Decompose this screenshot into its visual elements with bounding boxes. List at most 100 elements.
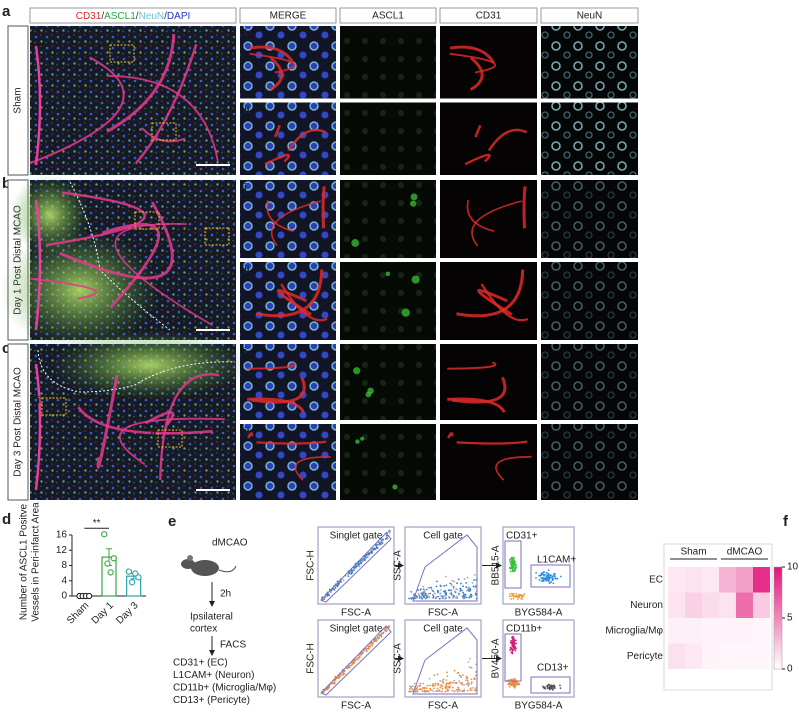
inset-label: i <box>37 396 40 407</box>
event-dot <box>427 595 430 598</box>
event-dot <box>339 675 342 678</box>
event-dot <box>459 675 462 678</box>
event-dot <box>436 673 439 676</box>
event-dot <box>465 679 467 682</box>
micrograph-texture <box>541 26 638 99</box>
event-dot <box>425 588 428 591</box>
event-dot <box>449 582 452 585</box>
event-dot <box>349 570 352 573</box>
event-dot <box>410 598 413 600</box>
event-dot <box>422 590 425 593</box>
event-dot <box>550 687 552 690</box>
vessel <box>321 186 326 229</box>
event-dot <box>457 578 460 581</box>
event-dot <box>437 591 439 594</box>
vessel <box>449 45 496 64</box>
vessel <box>141 127 186 143</box>
heat-cell <box>668 567 685 593</box>
event-dot <box>474 689 477 692</box>
event-dot <box>446 675 449 678</box>
event-dot <box>463 578 466 580</box>
x-axis-label: FSC-A <box>428 701 458 712</box>
event-dot <box>412 685 414 687</box>
event-dot <box>456 672 459 674</box>
event-dot <box>559 684 561 687</box>
event-dot <box>541 577 544 580</box>
event-dot <box>509 593 511 596</box>
event-dot <box>512 648 515 651</box>
event-dot <box>434 597 437 600</box>
event-dot <box>547 580 550 583</box>
event-dot <box>371 644 374 647</box>
event-dot <box>449 681 452 684</box>
event-dot <box>517 683 519 686</box>
header-box <box>239 7 337 24</box>
event-dot <box>446 671 448 674</box>
event-dot <box>439 686 442 689</box>
heat-cell <box>736 643 753 669</box>
event-dot <box>380 632 383 635</box>
event-dot <box>540 579 543 582</box>
event-dot <box>550 684 553 687</box>
event-dot <box>469 657 471 660</box>
micrograph-texture <box>541 424 638 500</box>
event-dot <box>470 689 473 691</box>
event-dot <box>511 641 514 644</box>
header-box <box>339 7 437 24</box>
data-point <box>125 568 133 575</box>
inset-label: i <box>244 29 247 40</box>
event-dot <box>451 579 454 582</box>
vessel <box>522 186 527 229</box>
event-dot <box>444 592 447 595</box>
event-dot <box>509 570 512 573</box>
header-part: ASCL1 <box>104 11 136 22</box>
event-dot <box>439 584 442 587</box>
event-dot <box>367 556 369 558</box>
heat-cell <box>702 567 719 593</box>
event-dot <box>456 595 458 598</box>
event-dot <box>428 586 430 589</box>
heat-cell <box>685 592 702 618</box>
column-label: NeuN <box>577 11 603 22</box>
mouse-tail <box>218 565 237 573</box>
gate <box>320 625 392 696</box>
event-dot <box>475 671 477 673</box>
heat-cell <box>685 643 702 669</box>
event-dot <box>474 592 477 595</box>
vessel <box>264 153 291 166</box>
event-dot <box>535 577 537 579</box>
event-dot <box>553 573 556 576</box>
event-dot <box>387 625 390 628</box>
event-dot <box>551 579 554 582</box>
vessel <box>464 153 491 166</box>
event-dot <box>453 690 456 693</box>
panel-letter: e <box>168 513 176 530</box>
vessel <box>449 52 497 74</box>
event-dot <box>518 594 520 597</box>
event-dot <box>409 685 412 688</box>
ascl1-signal <box>392 484 398 490</box>
event-dot <box>369 643 372 646</box>
event-dot <box>510 639 512 642</box>
event-dot <box>432 594 434 597</box>
event-dot <box>350 573 352 575</box>
event-dot <box>512 637 515 640</box>
event-dot <box>523 593 526 595</box>
event-dot <box>548 582 551 585</box>
panel-letter: b <box>2 175 11 192</box>
event-dot <box>430 588 433 591</box>
event-dot <box>378 543 380 546</box>
event-dot <box>329 591 332 593</box>
event-dot <box>514 678 516 681</box>
tissue-texture <box>30 26 236 175</box>
event-dot <box>451 689 454 692</box>
event-dot <box>514 649 517 652</box>
event-dot <box>338 581 341 584</box>
micrograph-texture <box>541 102 638 175</box>
event-dot <box>423 589 426 592</box>
event-dot <box>450 591 453 594</box>
vessel <box>45 191 146 247</box>
vessel <box>294 456 331 481</box>
event-dot <box>509 646 512 649</box>
event-dot <box>334 586 337 589</box>
